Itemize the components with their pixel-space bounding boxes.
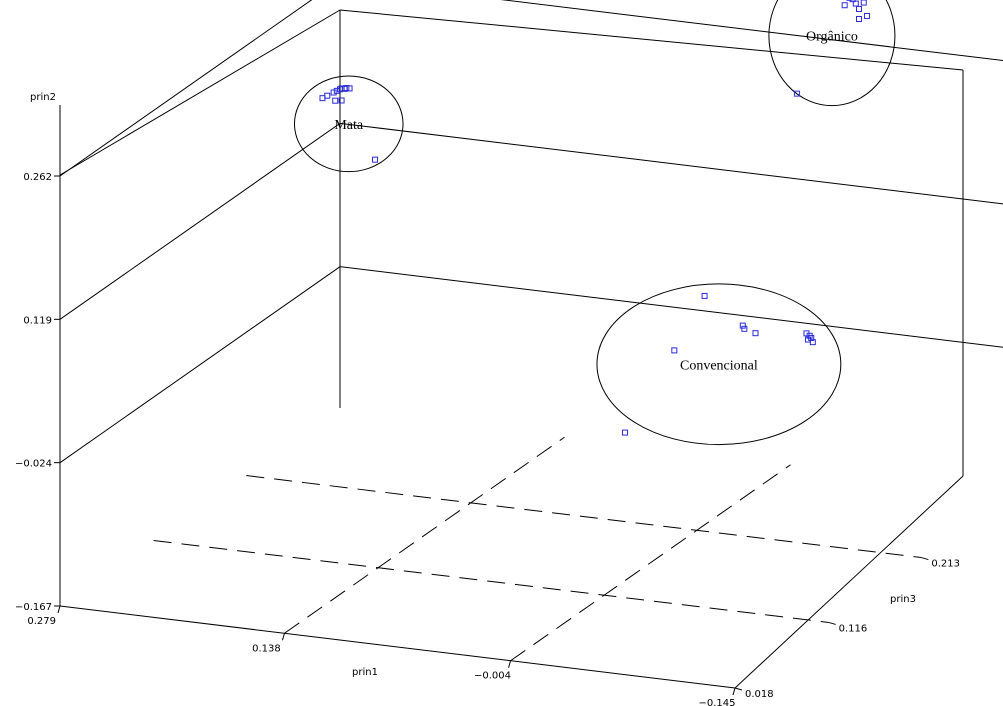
data-point — [808, 334, 815, 341]
prin3-axis-line — [734, 475, 964, 689]
data-point — [332, 97, 339, 104]
floor-grid-line — [510, 464, 791, 662]
prin2-tick-label: −0.024 — [15, 459, 52, 470]
group-ellipse — [293, 75, 404, 173]
data-point — [319, 95, 326, 102]
prin2-tick-label: −0.167 — [15, 602, 52, 613]
data-point — [621, 429, 628, 436]
prin3-axis-title: prin3 — [890, 594, 916, 605]
data-point — [849, 0, 856, 3]
prin3-tick — [734, 687, 743, 691]
group-ellipse — [768, 0, 896, 107]
data-point — [338, 97, 345, 104]
group-label: Orgânico — [806, 30, 858, 45]
data-point — [739, 322, 746, 329]
prin1-axis-title: prin1 — [352, 667, 378, 678]
prin2-tick-label: 0.119 — [23, 315, 52, 326]
data-point — [793, 90, 800, 97]
data-point — [860, 0, 867, 6]
data-point — [752, 330, 759, 337]
data-point — [741, 325, 748, 332]
wall-grid-line — [59, 122, 1003, 320]
data-point — [333, 87, 340, 94]
data-point — [346, 85, 353, 92]
data-point — [855, 15, 862, 22]
data-point — [324, 92, 331, 99]
group-label: Convencional — [680, 358, 758, 373]
prin1-tick-label: −0.145 — [698, 698, 735, 706]
prin1-tick — [281, 633, 285, 641]
floor-grid-line — [153, 539, 829, 623]
prin1-tick — [508, 660, 512, 668]
prin1-tick-label: 0.279 — [27, 616, 56, 627]
data-points — [319, 0, 870, 436]
prin3-tick-label: 0.213 — [931, 559, 960, 570]
wall-grid-line — [59, 266, 1003, 464]
prin3-tick-label: 0.018 — [745, 689, 774, 700]
data-point — [701, 292, 708, 299]
data-point — [671, 347, 678, 354]
data-point — [841, 2, 848, 9]
prin1-axis-line — [59, 605, 736, 689]
prin3-tick — [921, 557, 929, 561]
prin1-tick-label: 0.138 — [252, 643, 281, 654]
floor-grid-line — [284, 436, 565, 634]
grid-lines — [59, 0, 1003, 662]
data-point — [855, 5, 862, 12]
prin1-tick-label: −0.004 — [474, 671, 511, 682]
floor-grid-line — [246, 475, 922, 559]
prin1-tick — [57, 605, 61, 614]
prin3-tick — [828, 621, 836, 625]
back-top-edge — [339, 9, 964, 71]
data-point — [809, 339, 816, 346]
data-point — [330, 89, 337, 96]
prin2-axis-title: prin2 — [30, 92, 56, 103]
axis-ticks: −0.167 −0.024 0.119 0.262 0.279 0.138 −0.004 −0… — [15, 172, 960, 706]
prin3-tick-label: 0.116 — [839, 623, 868, 634]
wall-grid-line — [59, 0, 1003, 177]
data-point — [372, 156, 379, 163]
group-ellipses: Mata Orgânico Convencional — [293, 0, 896, 446]
data-point — [863, 12, 870, 19]
group-label: Mata — [334, 118, 364, 133]
prin2-tick-label: 0.262 — [23, 172, 52, 183]
prin1-tick — [732, 687, 736, 696]
data-point — [343, 85, 350, 92]
data-point — [852, 0, 859, 7]
group-ellipse — [596, 283, 842, 446]
left-top-edge — [59, 9, 341, 176]
